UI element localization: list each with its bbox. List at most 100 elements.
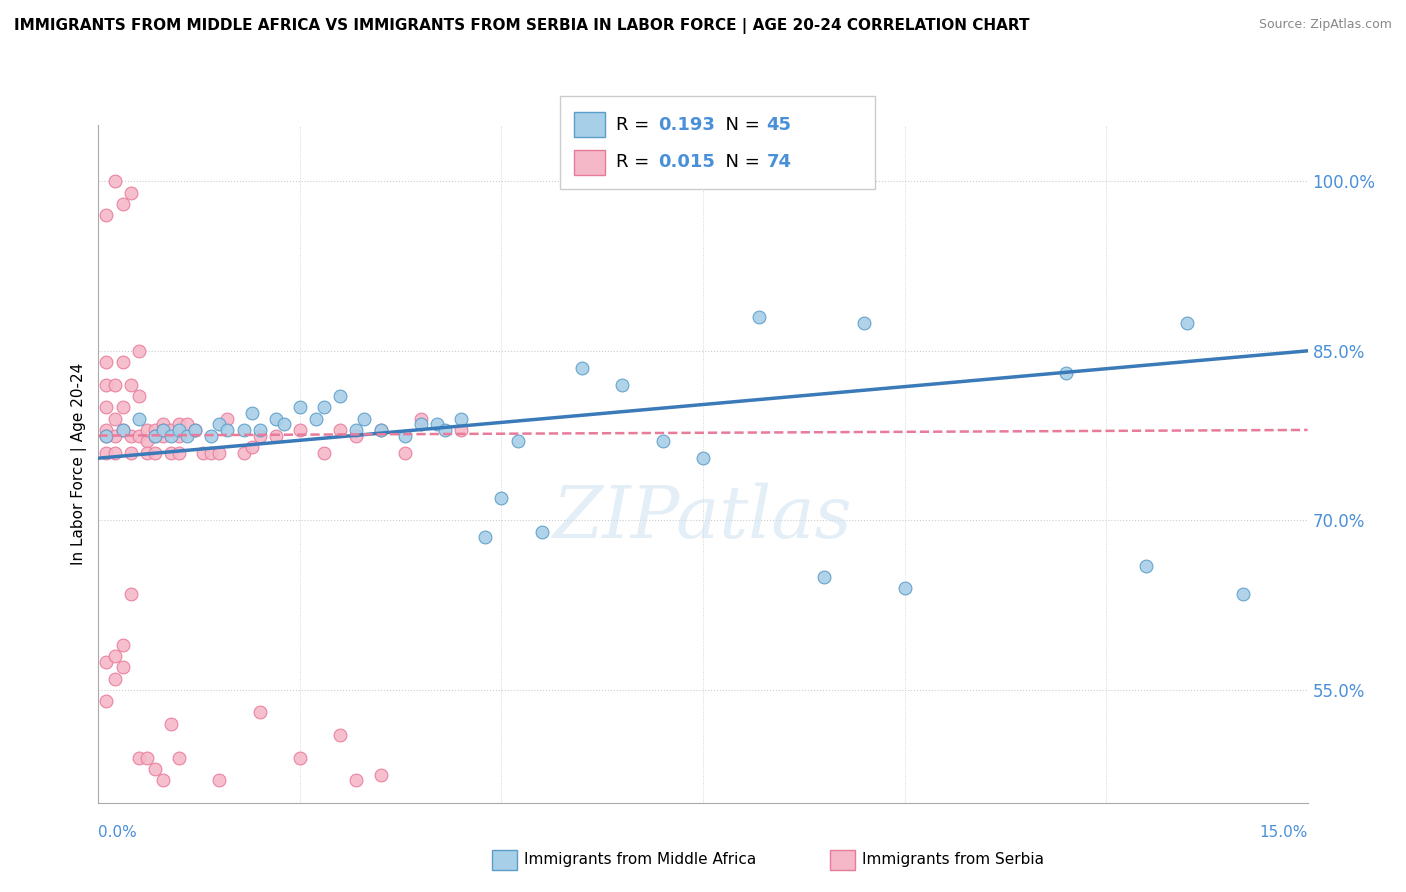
Point xyxy=(184,423,207,437)
Point xyxy=(273,417,295,432)
Point xyxy=(612,377,634,392)
Point xyxy=(370,767,392,781)
Point xyxy=(96,355,118,369)
Point xyxy=(135,750,157,764)
Point xyxy=(1232,587,1254,601)
Point xyxy=(111,423,134,437)
Point xyxy=(103,648,125,663)
Point xyxy=(264,428,287,442)
Point xyxy=(143,428,166,442)
Point xyxy=(200,445,222,459)
Point xyxy=(96,428,118,442)
Point xyxy=(329,423,352,437)
Text: 0.193: 0.193 xyxy=(658,116,714,134)
Point xyxy=(160,445,183,459)
Point xyxy=(344,423,367,437)
Point xyxy=(344,428,367,442)
Point xyxy=(217,411,239,425)
Point xyxy=(103,445,125,459)
Point xyxy=(288,401,311,415)
Point xyxy=(1054,367,1077,381)
Point xyxy=(434,423,457,437)
Point xyxy=(167,750,190,764)
Point xyxy=(160,428,183,442)
Point xyxy=(176,417,198,432)
Point xyxy=(96,428,118,442)
Text: R =: R = xyxy=(616,116,655,134)
Point xyxy=(111,197,134,211)
Point xyxy=(160,423,183,437)
Point xyxy=(135,423,157,437)
Point xyxy=(128,750,150,764)
Text: N =: N = xyxy=(714,116,766,134)
Point xyxy=(314,401,336,415)
Point xyxy=(491,491,513,505)
Point xyxy=(692,451,714,466)
Point xyxy=(96,445,118,459)
Point xyxy=(329,728,352,742)
Point xyxy=(111,355,134,369)
Point xyxy=(208,773,231,788)
Text: ZIPatlas: ZIPatlas xyxy=(553,483,853,553)
Point xyxy=(120,428,142,442)
Point xyxy=(184,423,207,437)
Text: 0.0%: 0.0% xyxy=(98,825,138,840)
Point xyxy=(96,423,118,437)
Point xyxy=(111,423,134,437)
Point xyxy=(853,316,876,330)
Point xyxy=(249,423,271,437)
Point xyxy=(409,417,432,432)
Point xyxy=(232,423,254,437)
Point xyxy=(506,434,529,449)
Point xyxy=(288,423,311,437)
Point xyxy=(96,655,118,669)
Point xyxy=(128,428,150,442)
Point xyxy=(1175,316,1198,330)
Point xyxy=(128,411,150,425)
Point xyxy=(571,360,593,375)
Point xyxy=(240,406,263,420)
Point xyxy=(249,706,271,720)
Point xyxy=(329,389,352,403)
Point xyxy=(103,428,125,442)
Point xyxy=(96,401,118,415)
Point xyxy=(344,773,367,788)
Point xyxy=(120,587,142,601)
Text: 0.015: 0.015 xyxy=(658,153,714,171)
Point xyxy=(152,428,174,442)
Point xyxy=(249,428,271,442)
Point xyxy=(103,377,125,392)
Point xyxy=(409,411,432,425)
Point xyxy=(128,343,150,358)
Point xyxy=(748,310,770,324)
Text: Immigrants from Middle Africa: Immigrants from Middle Africa xyxy=(524,853,756,867)
Point xyxy=(120,186,142,200)
Text: R =: R = xyxy=(616,153,655,171)
Text: 45: 45 xyxy=(766,116,792,134)
Point xyxy=(167,417,190,432)
Text: 15.0%: 15.0% xyxy=(1260,825,1308,840)
Text: 74: 74 xyxy=(766,153,792,171)
Point xyxy=(167,428,190,442)
Point xyxy=(353,411,375,425)
Point xyxy=(152,423,174,437)
Point xyxy=(305,411,328,425)
Point xyxy=(143,445,166,459)
Point xyxy=(426,417,449,432)
Point xyxy=(143,762,166,776)
Point xyxy=(193,445,215,459)
Point xyxy=(813,570,835,584)
Point xyxy=(103,411,125,425)
Point xyxy=(96,208,118,222)
Point xyxy=(120,377,142,392)
Point xyxy=(208,445,231,459)
Point xyxy=(135,445,157,459)
Point xyxy=(450,411,472,425)
Point xyxy=(893,581,915,595)
Point xyxy=(167,423,190,437)
Point xyxy=(143,423,166,437)
Point xyxy=(111,660,134,674)
Y-axis label: In Labor Force | Age 20-24: In Labor Force | Age 20-24 xyxy=(72,363,87,565)
Point xyxy=(217,423,239,437)
Point xyxy=(152,417,174,432)
